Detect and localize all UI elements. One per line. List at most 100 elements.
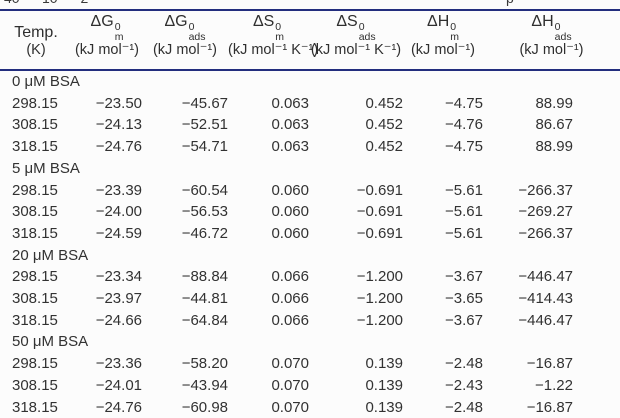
value-cell: −64.84	[181, 311, 228, 329]
value-cell: −52.51	[181, 116, 228, 134]
temp-cell: 298.15	[12, 268, 58, 286]
value-cell: −4.76	[445, 116, 483, 134]
cropped-text-fragment: p	[506, 0, 514, 6]
value-cell: −269.27	[518, 203, 573, 221]
header-row-symbols: Temp. ΔG 0 m ΔG 0 ads ΔS 0 m ΔS 0 ads ΔH 0 m ΔH 0 ad…	[0, 10, 620, 42]
table-row: 308.15 −23.97 −44.81 0.066 −1.200 −3.65 −414.4…	[0, 288, 620, 310]
section-row: 50 μM BSA	[0, 331, 620, 353]
col-unit-dH0ads: (kJ mol⁻¹)	[519, 42, 584, 58]
temp-cell: 298.15	[12, 355, 58, 373]
value-cell: −24.76	[95, 398, 142, 416]
col-unit-dS0ads: (kJ mol⁻¹ K⁻¹)	[310, 42, 402, 58]
cropped-text-fragment: 40	[4, 0, 20, 6]
value-cell: −24.00	[95, 203, 142, 221]
value-cell: 0.070	[271, 398, 309, 416]
table-row: 318.15 −24.59 −46.72 0.060 −0.691 −5.61 −266.3…	[0, 223, 620, 245]
value-cell: 0.063	[271, 94, 309, 112]
table-row: 298.15 −23.36 −58.20 0.070 0.139 −2.48 −16.87	[0, 353, 620, 375]
table-row: 308.15 −24.00 −56.53 0.060 −0.691 −5.61 −269.2…	[0, 201, 620, 223]
section-label: 20 μM BSA	[12, 246, 89, 264]
temp-cell: 318.15	[12, 224, 58, 242]
value-cell: −23.34	[95, 268, 142, 286]
col-header-dG0m: ΔG 0 m	[90, 13, 124, 43]
value-cell: −24.59	[95, 224, 142, 242]
value-cell: −24.01	[95, 376, 142, 394]
table-row: 318.15 −24.76 −60.98 0.070 0.139 −2.48 −16.87	[0, 397, 620, 418]
value-cell: 0.060	[271, 181, 309, 199]
value-cell: −446.47	[518, 311, 573, 329]
table-row: 298.15 −23.50 −45.67 0.063 0.452 −4.75 88.99	[0, 93, 620, 115]
value-cell: 0.139	[365, 376, 403, 394]
value-cell: −60.54	[181, 181, 228, 199]
value-cell: −54.71	[181, 138, 228, 156]
value-cell: −5.61	[445, 203, 483, 221]
value-cell: −23.50	[95, 94, 142, 112]
col-unit-dH0m: (kJ mol⁻¹)	[410, 42, 476, 58]
col-header-dH0m: ΔH 0 m	[427, 13, 459, 43]
value-cell: 0.452	[365, 138, 403, 156]
table-header: Temp. ΔG 0 m ΔG 0 ads ΔS 0 m ΔS 0 ads ΔH 0 m ΔH 0 ad…	[0, 10, 620, 70]
temp-cell: 308.15	[12, 376, 58, 394]
value-cell: −46.72	[181, 224, 228, 242]
value-cell: −23.39	[95, 181, 142, 199]
value-cell: −56.53	[181, 203, 228, 221]
value-cell: −1.200	[356, 290, 403, 308]
section-label: 50 μM BSA	[12, 333, 89, 351]
col-unit-dG0ads: (kJ mol⁻¹)	[152, 42, 218, 58]
table-row: 298.15 −23.39 −60.54 0.060 −0.691 −5.61 −266.3…	[0, 180, 620, 202]
value-cell: −1.200	[356, 268, 403, 286]
section-row: 0 μM BSA	[0, 70, 620, 93]
value-cell: −16.87	[526, 398, 573, 416]
value-cell: 0.070	[271, 376, 309, 394]
value-cell: −4.75	[445, 138, 483, 156]
value-cell: −24.66	[95, 311, 142, 329]
value-cell: 0.063	[271, 116, 309, 134]
value-cell: −88.84	[181, 268, 228, 286]
table-body: 0 μM BSA 298.15 −23.50 −45.67 0.063 0.452 −4.7…	[0, 70, 620, 418]
temp-cell: 318.15	[12, 311, 58, 329]
table-row: 318.15 −24.66 −64.84 0.066 −1.200 −3.67 −446.4…	[0, 310, 620, 332]
value-cell: 0.060	[271, 203, 309, 221]
value-cell: 0.066	[271, 290, 309, 308]
value-cell: −446.47	[518, 268, 573, 286]
value-cell: 0.066	[271, 311, 309, 329]
col-header-dS0ads: ΔS 0 ads	[336, 13, 376, 43]
value-cell: −3.65	[445, 290, 483, 308]
value-cell: 0.139	[365, 355, 403, 373]
temp-cell: 308.15	[12, 290, 58, 308]
value-cell: 88.99	[535, 138, 573, 156]
cropped-text-fragment: 10	[42, 0, 58, 6]
section-label: 5 μM BSA	[12, 159, 80, 177]
value-cell: −3.67	[445, 311, 483, 329]
value-cell: −45.67	[181, 94, 228, 112]
cropped-text-fragment: - 2	[72, 0, 88, 6]
value-cell: −24.76	[95, 138, 142, 156]
header-row-units: (K) (kJ mol⁻¹) (kJ mol⁻¹) (kJ mol⁻¹ K⁻¹)…	[0, 42, 620, 70]
value-cell: −24.13	[95, 116, 142, 134]
value-cell: 0.452	[365, 94, 403, 112]
value-cell: 0.066	[271, 268, 309, 286]
col-unit-temp: (K)	[26, 42, 46, 58]
col-header-temp: Temp.	[14, 24, 58, 41]
thermodynamic-parameters-table: Temp. ΔG 0 m ΔG 0 ads ΔS 0 m ΔS 0 ads ΔH 0 m ΔH 0 ad…	[0, 9, 620, 418]
value-cell: −414.43	[518, 290, 573, 308]
value-cell: 0.139	[365, 398, 403, 416]
temp-cell: 318.15	[12, 398, 58, 416]
table-row: 308.15 −24.13 −52.51 0.063 0.452 −4.76 86.67	[0, 114, 620, 136]
temp-cell: 318.15	[12, 138, 58, 156]
value-cell: −2.48	[445, 398, 483, 416]
temp-cell: 298.15	[12, 94, 58, 112]
col-header-dG0ads: ΔG 0 ads	[164, 13, 206, 43]
section-row: 5 μM BSA	[0, 158, 620, 180]
col-unit-dG0m: (kJ mol⁻¹)	[74, 42, 140, 58]
value-cell: 0.063	[271, 138, 309, 156]
value-cell: 0.070	[271, 355, 309, 373]
value-cell: −43.94	[181, 376, 228, 394]
value-cell: −266.37	[518, 224, 573, 242]
section-row: 20 μM BSA	[0, 245, 620, 267]
value-cell: −3.67	[445, 268, 483, 286]
value-cell: −0.691	[356, 181, 403, 199]
value-cell: 0.060	[271, 224, 309, 242]
table-row: 308.15 −24.01 −43.94 0.070 0.139 −2.43 −1.22	[0, 375, 620, 397]
